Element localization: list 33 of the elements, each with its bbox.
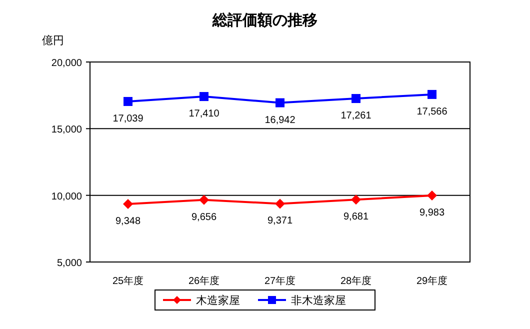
data-label: 9,348 xyxy=(115,216,141,228)
y-tick-label: 15,000 xyxy=(51,124,82,136)
y-tick-label: 10,000 xyxy=(51,191,82,202)
point xyxy=(352,94,360,104)
point xyxy=(124,96,132,106)
y-tick-label: 20,000 xyxy=(51,58,82,69)
data-label: 17,566 xyxy=(416,106,448,118)
point xyxy=(276,98,284,108)
point xyxy=(427,190,437,201)
x-tick-label: 27年度 xyxy=(264,275,296,287)
data-label: 9,371 xyxy=(267,216,293,227)
data-label: 16,942 xyxy=(264,114,296,126)
data-label: 17,410 xyxy=(188,108,220,120)
chart-title: 総評価額の推移 xyxy=(212,12,318,29)
point xyxy=(200,92,208,102)
point xyxy=(275,198,285,209)
point xyxy=(351,194,361,205)
data-label: 17,261 xyxy=(340,110,372,122)
point xyxy=(428,90,436,99)
y-axis-title: 億円 xyxy=(42,34,64,47)
legend-label: 木造家屋 xyxy=(196,294,240,307)
data-label: 17,039 xyxy=(112,113,144,124)
point xyxy=(199,194,209,205)
x-tick-label: 28年度 xyxy=(340,275,372,287)
legend-label: 非木造家屋 xyxy=(291,294,346,307)
x-tick-label: 25年度 xyxy=(112,275,144,287)
x-tick-label: 26年度 xyxy=(188,275,220,287)
data-label: 9,681 xyxy=(343,212,369,223)
point xyxy=(123,199,133,210)
data-label: 9,656 xyxy=(191,212,217,223)
data-label: 9,983 xyxy=(419,208,445,219)
x-tick-label: 29年度 xyxy=(416,275,448,287)
y-tick-label: 5,000 xyxy=(56,258,82,269)
